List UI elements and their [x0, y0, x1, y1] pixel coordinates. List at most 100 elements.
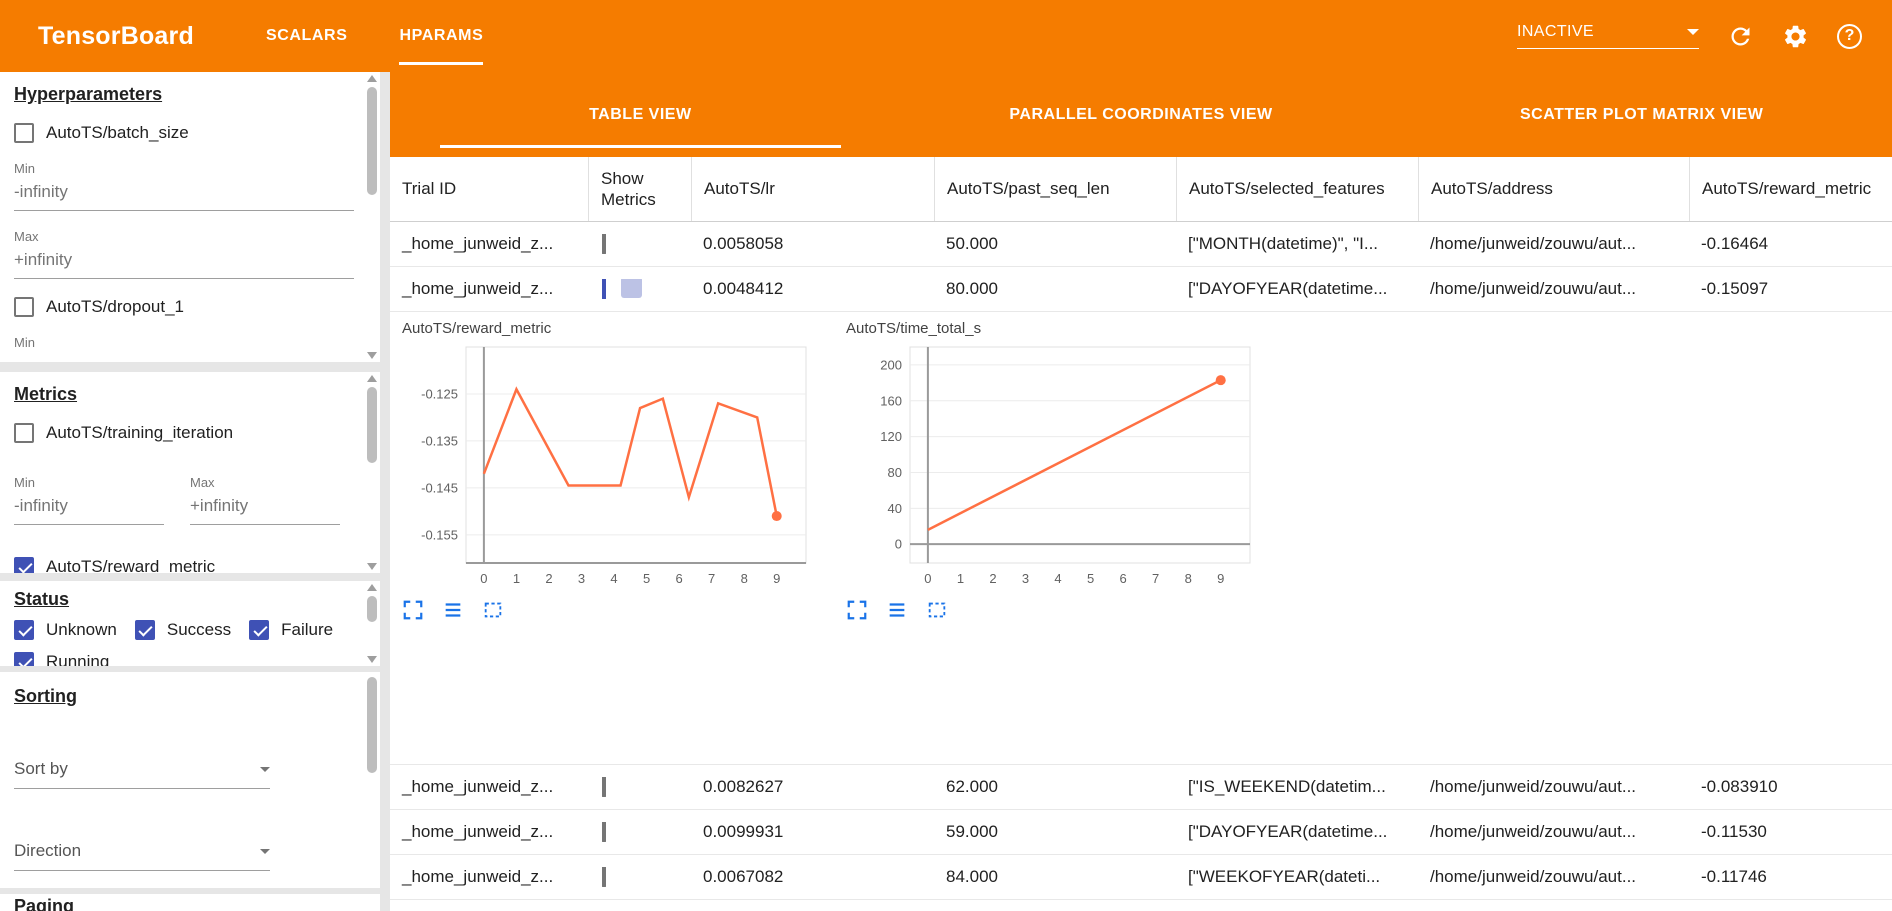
- run-status-value: INACTIVE: [1517, 23, 1594, 40]
- show-metrics-checkbox[interactable]: [602, 234, 606, 254]
- reward-metric-cell: -0.11530: [1701, 822, 1767, 841]
- svg-text:7: 7: [1152, 571, 1159, 586]
- max-input[interactable]: +infinity: [190, 496, 340, 525]
- svg-text:2: 2: [989, 571, 996, 586]
- show-metrics-checkbox[interactable]: [602, 777, 606, 797]
- checkbox-running[interactable]: [14, 652, 34, 666]
- scroll-down-icon[interactable]: [367, 656, 377, 663]
- max-input[interactable]: +infinity: [14, 250, 354, 279]
- svg-text:8: 8: [1185, 571, 1192, 586]
- checkbox-training-iteration[interactable]: [14, 423, 34, 443]
- svg-text:6: 6: [1119, 571, 1126, 586]
- scrollbar-thumb[interactable]: [366, 87, 377, 195]
- select-value: Direction: [14, 841, 82, 860]
- checkbox-label: AutoTS/reward_metric: [46, 557, 216, 573]
- svg-text:0: 0: [480, 571, 487, 586]
- checkbox-success[interactable]: [134, 620, 155, 640]
- expand-icon[interactable]: [402, 599, 424, 621]
- status-section: Status Unknown Success Failure Running: [0, 581, 380, 666]
- expand-icon[interactable]: [846, 599, 868, 621]
- lr-cell: 0.0082627: [703, 777, 784, 796]
- show-metrics-checkbox[interactable]: [602, 822, 606, 842]
- column-header-lr: AutoTS/lr: [691, 157, 934, 221]
- section-title: Status: [14, 589, 70, 609]
- trial-id-cell: _home_junweid_z...: [402, 867, 554, 886]
- sort-by-select[interactable]: Sort by: [14, 759, 270, 789]
- field-label: Max: [190, 475, 215, 490]
- run-status-dropdown[interactable]: INACTIVE: [1517, 23, 1699, 49]
- trial-id-cell: _home_junweid_z...: [402, 777, 554, 796]
- checkbox-label: AutoTS/training_iteration: [46, 423, 234, 442]
- chevron-down-icon: [1687, 29, 1699, 35]
- checkbox-label: Success: [166, 620, 232, 639]
- field-label: Min: [14, 161, 35, 176]
- svg-text:1: 1: [957, 571, 964, 586]
- show-metrics-checkbox[interactable]: [602, 279, 606, 299]
- scrollbar[interactable]: [365, 75, 378, 359]
- scrollbar[interactable]: [365, 375, 378, 570]
- scrollbar[interactable]: [365, 584, 378, 663]
- trial-id-cell: _home_junweid_z...: [402, 234, 554, 253]
- checkbox-batch-size[interactable]: [14, 123, 34, 143]
- chart-title: AutoTS/time_total_s: [846, 320, 982, 337]
- trial-id-cell: _home_junweid_z...: [402, 279, 554, 298]
- svg-text:-0.145: -0.145: [421, 480, 458, 495]
- tab-table-view[interactable]: TABLE VIEW: [390, 72, 891, 157]
- scrollbar-thumb[interactable]: [366, 596, 377, 622]
- view-tabs: TABLE VIEW PARALLEL COORDINATES VIEW SCA…: [390, 72, 1892, 157]
- dashed-box-icon[interactable]: [926, 599, 948, 621]
- dashed-box-icon[interactable]: [482, 599, 504, 621]
- help-button[interactable]: ?: [1837, 23, 1862, 49]
- scroll-up-icon[interactable]: [366, 375, 377, 382]
- scroll-down-icon[interactable]: [367, 352, 377, 359]
- scroll-up-icon[interactable]: [366, 584, 377, 591]
- show-metrics-checkbox[interactable]: [602, 867, 606, 887]
- min-field: Min: [14, 335, 366, 350]
- refresh-button[interactable]: [1727, 23, 1754, 50]
- line-chart: -0.125 -0.135 -0.145 -0.155 0 1 2 3 4 5 6 7 8 9: [421, 346, 807, 586]
- menu-lines-icon[interactable]: [442, 599, 464, 621]
- scrollbar-thumb[interactable]: [366, 677, 377, 773]
- table-row: _home_junweid_z... 0.0099931 59.000 ["DAYOF…: [390, 810, 1892, 855]
- app-title: TensorBoard: [38, 21, 194, 50]
- scroll-down-icon[interactable]: [367, 563, 377, 570]
- tab-parallel-coordinates-view[interactable]: PARALLEL COORDINATES VIEW: [891, 72, 1392, 157]
- chart-time-total: AutoTS/time_total_s 0 40 80 120 160 200 0 1 2 3 4 5…: [844, 318, 1274, 621]
- scrollbar[interactable]: [365, 675, 378, 885]
- column-header-selected-features: AutoTS/selected_features: [1176, 157, 1418, 221]
- scrollbar-thumb[interactable]: [366, 387, 377, 463]
- svg-text:3: 3: [1022, 571, 1029, 586]
- column-header-reward-metric: AutoTS/reward_metric: [1689, 157, 1892, 221]
- min-input[interactable]: -infinity: [14, 182, 354, 211]
- tab-scatter-plot-matrix-view[interactable]: SCATTER PLOT MATRIX VIEW: [1391, 72, 1892, 157]
- show-metrics-cell: [588, 822, 691, 842]
- direction-select[interactable]: Direction: [14, 841, 270, 871]
- reward-metric-cell: -0.083910: [1701, 777, 1778, 796]
- checkbox-label: Failure: [281, 620, 334, 639]
- address-cell: /home/junweid/zouwu/aut...: [1430, 822, 1637, 841]
- menu-lines-icon[interactable]: [886, 599, 908, 621]
- scroll-up-icon[interactable]: [366, 75, 377, 82]
- checkbox-reward-metric[interactable]: [14, 557, 34, 573]
- show-metrics-cell: [588, 234, 691, 254]
- metric-row: AutoTS/training_iteration: [14, 423, 366, 443]
- table-row: _home_junweid_z... 0.0082627 62.000 ["IS_WE…: [390, 765, 1892, 810]
- address-cell: /home/junweid/zouwu/aut...: [1430, 279, 1637, 298]
- address-cell: /home/junweid/zouwu/aut...: [1430, 234, 1637, 253]
- min-input[interactable]: -infinity: [14, 496, 164, 525]
- selected-features-cell: ["MONTH(datetime)", "I...: [1188, 234, 1379, 253]
- tab-scalars[interactable]: SCALARS: [240, 0, 374, 72]
- metrics-section: Metrics AutoTS/training_iteration Min -i…: [0, 372, 380, 573]
- svg-text:9: 9: [1217, 571, 1224, 586]
- status-option: Unknown: [14, 620, 117, 640]
- refresh-icon: [1731, 27, 1750, 45]
- checkbox-failure[interactable]: [249, 620, 270, 640]
- past-seq-len-cell: 59.000: [946, 822, 998, 841]
- field-label: Min: [14, 335, 35, 350]
- tab-hparams[interactable]: HPARAMS: [373, 0, 509, 72]
- checkbox-unknown[interactable]: [14, 620, 34, 640]
- address-cell: /home/junweid/zouwu/aut...: [1430, 777, 1637, 796]
- lr-cell: 0.0067082: [703, 867, 784, 886]
- checkbox-dropout-1[interactable]: [14, 297, 34, 317]
- settings-button[interactable]: [1782, 23, 1809, 50]
